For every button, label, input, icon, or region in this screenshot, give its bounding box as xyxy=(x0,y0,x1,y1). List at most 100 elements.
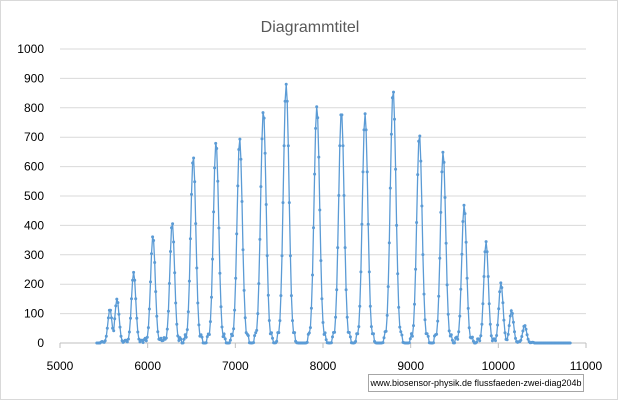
data-point xyxy=(505,338,509,342)
data-point xyxy=(109,308,112,312)
data-point xyxy=(323,331,327,335)
data-point xyxy=(358,304,362,308)
data-point xyxy=(227,341,231,345)
data-point xyxy=(293,331,297,335)
data-point xyxy=(509,309,513,313)
data-point xyxy=(389,132,393,136)
data-point xyxy=(462,203,466,207)
data-point xyxy=(200,335,204,339)
data-point xyxy=(357,325,361,329)
data-point xyxy=(149,280,152,284)
data-point xyxy=(103,339,107,343)
data-point xyxy=(458,314,462,318)
data-point xyxy=(464,240,468,244)
data-point xyxy=(446,312,450,316)
data-point xyxy=(511,320,515,324)
data-point xyxy=(184,335,188,339)
data-point xyxy=(105,326,109,330)
x-tick-label-0: 5000 xyxy=(47,359,74,373)
data-point xyxy=(313,172,317,176)
data-point xyxy=(438,256,442,260)
source-credit: www.biosensor-physik.de flussfaeden-zwei… xyxy=(368,374,584,392)
data-point xyxy=(192,156,196,160)
data-point xyxy=(165,327,169,331)
data-point xyxy=(190,192,193,196)
x-tick-label-4: 9000 xyxy=(397,359,424,373)
data-point xyxy=(261,111,265,115)
data-point xyxy=(336,246,340,250)
data-point xyxy=(285,99,289,103)
data-point xyxy=(478,339,482,343)
data-point xyxy=(199,333,203,337)
x-tick-label-3: 8000 xyxy=(310,359,337,373)
data-point xyxy=(500,286,504,290)
data-point xyxy=(267,319,271,322)
data-point xyxy=(117,312,121,316)
data-point xyxy=(400,333,404,337)
data-point xyxy=(314,126,318,130)
data-point xyxy=(234,276,238,280)
data-point xyxy=(240,200,244,203)
data-point xyxy=(171,222,175,226)
data-point xyxy=(384,329,388,333)
data-point xyxy=(265,254,269,258)
data-point xyxy=(331,335,334,339)
data-point xyxy=(278,319,282,323)
data-point xyxy=(382,336,386,340)
data-point xyxy=(486,275,490,278)
data-point xyxy=(443,196,447,199)
data-point xyxy=(156,330,160,334)
data-point xyxy=(153,261,157,264)
data-point xyxy=(341,144,345,148)
data-point xyxy=(196,301,200,305)
data-point xyxy=(253,334,257,338)
data-point xyxy=(392,90,395,94)
data-point xyxy=(193,180,197,184)
data-point xyxy=(183,333,187,337)
tick-labels: 0 100 200 300 400 500 600 700 800 900 1000 5000 6000… xyxy=(17,42,602,373)
data-point xyxy=(254,331,258,335)
data-point xyxy=(335,288,339,292)
data-point xyxy=(145,335,149,339)
data-point xyxy=(146,326,150,330)
data-point xyxy=(416,173,420,177)
data-point xyxy=(115,297,119,301)
data-point xyxy=(344,288,348,292)
data-point xyxy=(316,116,320,120)
data-point xyxy=(127,330,131,334)
data-point xyxy=(243,316,247,320)
data-point xyxy=(150,252,153,256)
data-point xyxy=(263,151,267,155)
data-point xyxy=(219,305,223,309)
data-point xyxy=(104,334,108,338)
y-tick-label-9: 900 xyxy=(24,71,44,85)
data-point xyxy=(369,325,373,329)
data-series xyxy=(95,82,572,345)
data-point xyxy=(366,222,370,226)
data-point xyxy=(215,147,219,150)
data-point xyxy=(282,144,286,148)
data-point xyxy=(437,294,441,298)
y-tick-label-3: 300 xyxy=(24,248,44,262)
data-point xyxy=(395,223,399,227)
data-point xyxy=(308,326,312,330)
data-point xyxy=(164,336,168,340)
data-point xyxy=(506,332,510,336)
data-point xyxy=(523,324,527,328)
data-point xyxy=(191,161,195,165)
data-point xyxy=(264,203,268,206)
data-point xyxy=(422,292,426,296)
data-point xyxy=(132,270,136,274)
data-point xyxy=(333,330,337,334)
data-point xyxy=(236,184,240,188)
data-point xyxy=(321,321,325,324)
data-point xyxy=(419,159,423,163)
data-point xyxy=(320,297,324,301)
data-point xyxy=(502,318,506,322)
data-point xyxy=(257,282,261,286)
data-point xyxy=(182,337,186,341)
data-point xyxy=(363,112,367,116)
data-point xyxy=(508,314,512,318)
data-point xyxy=(413,302,416,306)
